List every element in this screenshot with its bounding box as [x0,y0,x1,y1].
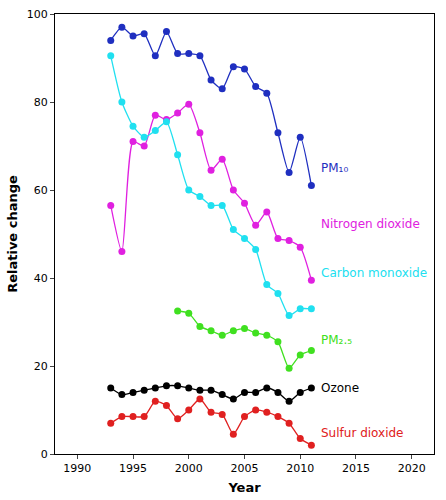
svg-text:40: 40 [34,272,48,285]
svg-text:Sulfur dioxide: Sulfur dioxide [321,426,404,440]
svg-text:PM₂.₅: PM₂.₅ [321,333,352,347]
svg-text:2005: 2005 [231,462,259,475]
svg-text:20: 20 [34,360,48,373]
svg-text:Ozone: Ozone [321,381,359,395]
svg-text:100: 100 [27,8,48,21]
svg-text:2010: 2010 [286,462,314,475]
svg-text:1995: 1995 [119,462,147,475]
svg-text:2020: 2020 [398,462,426,475]
svg-text:0: 0 [41,448,48,461]
svg-text:Relative change: Relative change [5,175,20,293]
svg-text:1990: 1990 [63,462,91,475]
svg-text:60: 60 [34,184,48,197]
svg-text:PM₁₀: PM₁₀ [321,161,348,175]
svg-text:2000: 2000 [175,462,203,475]
svg-text:Carbon monoxide: Carbon monoxide [321,266,427,280]
svg-text:80: 80 [34,96,48,109]
svg-text:Year: Year [227,480,261,495]
svg-text:Nitrogen dioxide: Nitrogen dioxide [321,217,420,231]
svg-text:2015: 2015 [342,462,370,475]
